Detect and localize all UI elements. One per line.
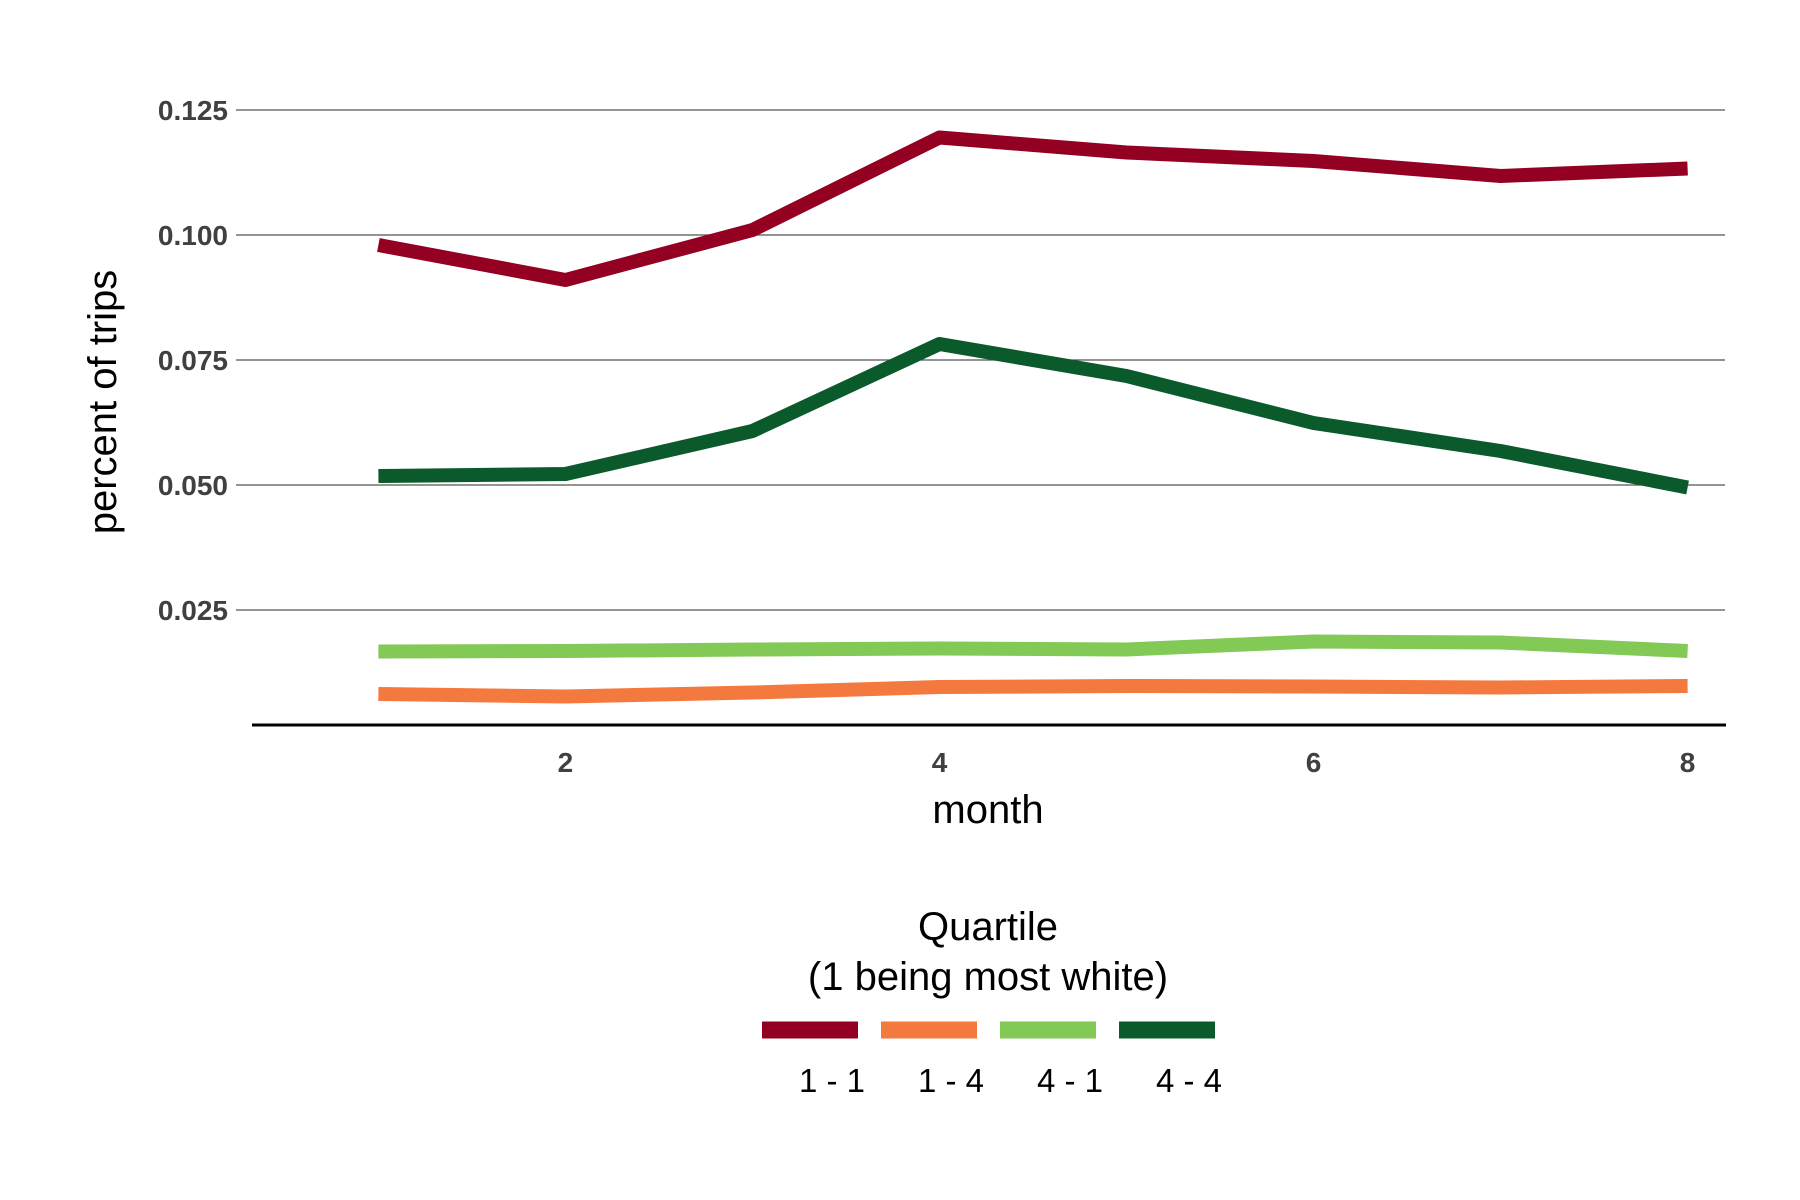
- legend-items: 1 - 1 1 - 4 4 - 1 4 - 4: [762, 1021, 1222, 1099]
- y-axis-title: percent of trips: [81, 270, 125, 535]
- legend-label-2: 1 - 4: [918, 1062, 984, 1099]
- y-axis-ticks: 0.025 0.050 0.075 0.100 0.125: [158, 95, 228, 626]
- legend-title-line-2: (1 being most white): [808, 955, 1168, 999]
- series-line-1: [377, 130, 1688, 287]
- legend-label-1: 1 - 1: [799, 1062, 865, 1099]
- legend-label-3: 4 - 1: [1037, 1062, 1103, 1099]
- y-tick-label: 0.100: [158, 220, 228, 251]
- series-line-4: [378, 337, 1689, 495]
- x-tick-label: 8: [1680, 747, 1696, 778]
- gridlines: [236, 109, 1725, 611]
- y-tick-label: 0.125: [158, 95, 228, 126]
- x-tick-label: 6: [1306, 747, 1322, 778]
- x-tick-label: 2: [558, 747, 574, 778]
- x-tick-label: 4: [932, 747, 948, 778]
- x-axis-title: month: [932, 788, 1043, 832]
- legend: Quartile (1 being most white) 1 - 1 1 - 4…: [762, 905, 1222, 1099]
- y-tick-label: 0.050: [158, 470, 228, 501]
- x-axis-ticks: 2 4 6 8: [558, 747, 1696, 778]
- y-tick-label: 0.075: [158, 345, 228, 376]
- series-lines: [377, 130, 1689, 704]
- legend-label-4: 4 - 4: [1156, 1062, 1222, 1099]
- legend-title-line-1: Quartile: [918, 905, 1058, 949]
- series-line-2: [378, 679, 1688, 704]
- series-line-3: [378, 634, 1688, 659]
- y-tick-label: 0.025: [158, 595, 228, 626]
